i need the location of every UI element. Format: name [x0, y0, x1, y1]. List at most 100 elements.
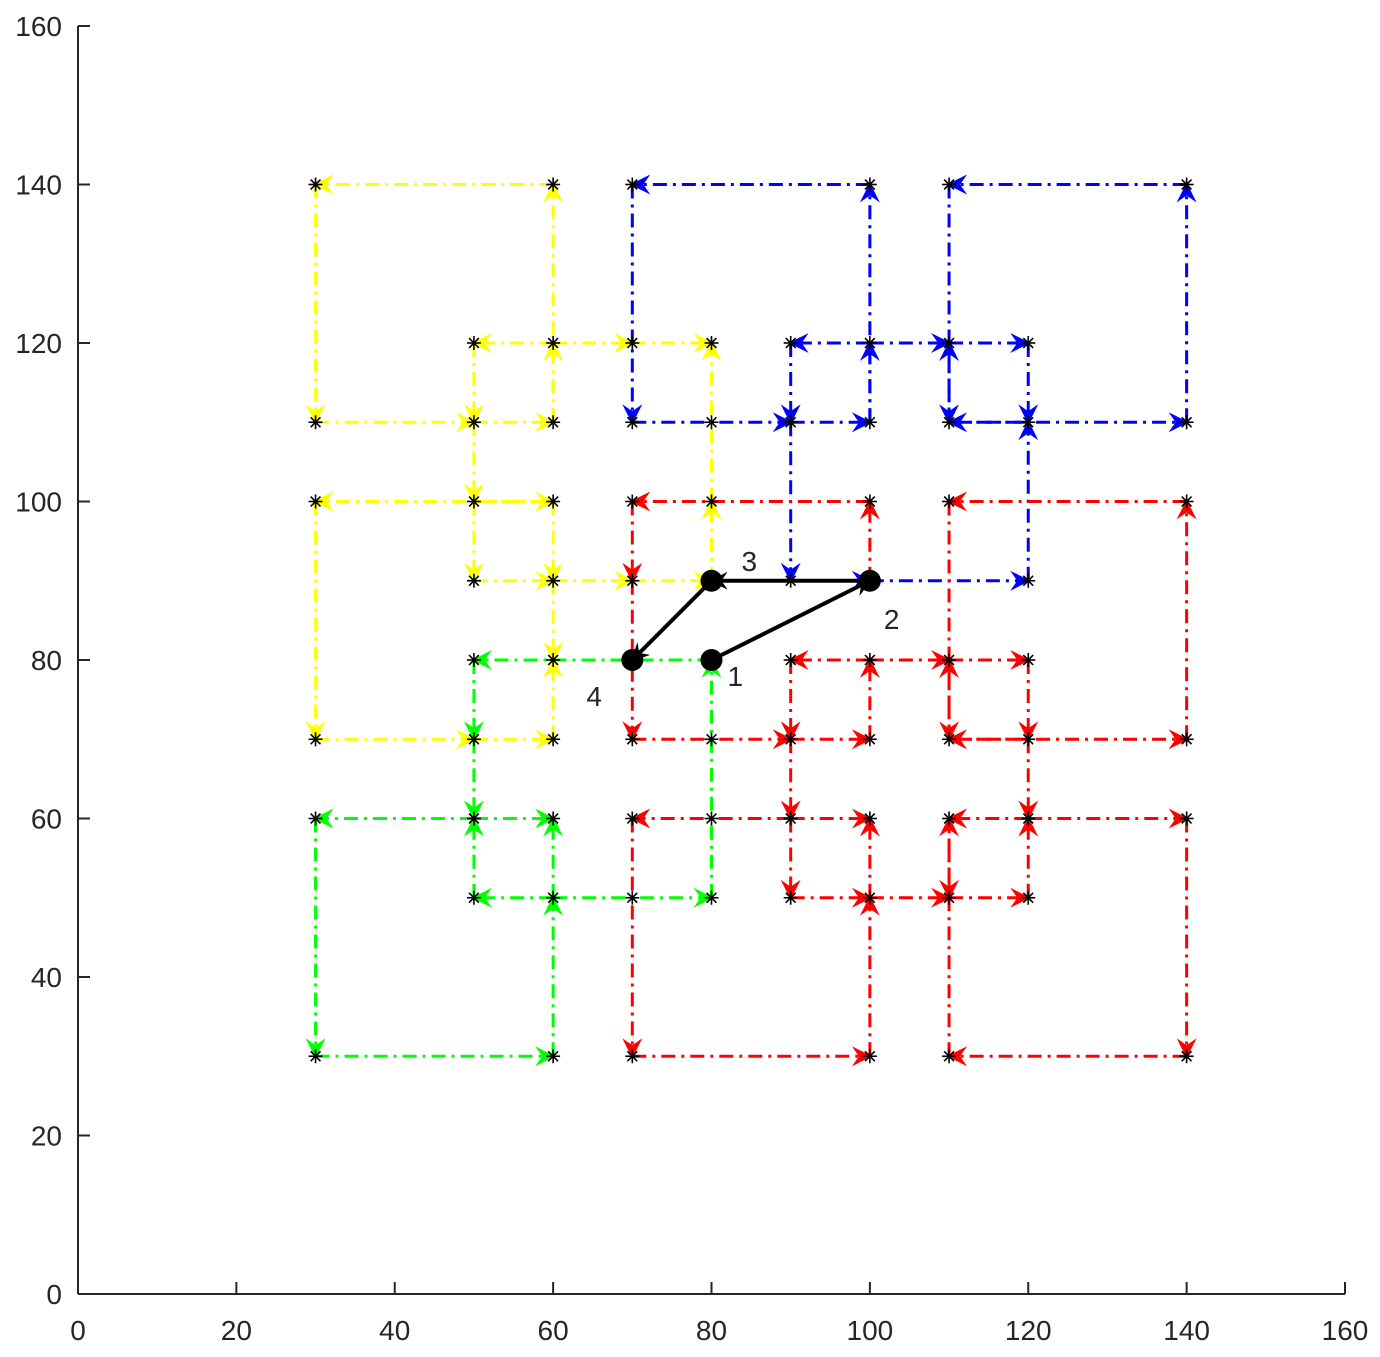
node-marker — [862, 336, 877, 350]
node-marker — [625, 890, 640, 905]
path-point — [700, 569, 723, 592]
node-marker — [942, 415, 957, 430]
node-marker — [466, 494, 481, 509]
node-marker — [308, 1049, 323, 1064]
node-marker — [466, 336, 481, 350]
node-marker — [466, 890, 481, 905]
node-marker — [466, 415, 481, 430]
node-marker — [546, 811, 561, 826]
y-tick-label: 40 — [31, 962, 62, 993]
node-marker — [625, 177, 640, 192]
node-marker — [308, 177, 323, 192]
node-marker — [546, 336, 561, 350]
node-marker — [546, 890, 561, 905]
y-tick-label: 160 — [15, 11, 62, 42]
node-marker — [546, 573, 561, 588]
x-tick-label: 140 — [1163, 1315, 1210, 1346]
node-marker — [704, 415, 719, 430]
node-marker — [704, 494, 719, 509]
path-segment — [710, 578, 872, 662]
y-tick-label: 120 — [15, 328, 62, 359]
path-point — [621, 649, 644, 671]
node-marker — [783, 732, 798, 747]
node-marker — [704, 732, 719, 747]
node-marker — [1021, 732, 1036, 747]
node-marker — [546, 415, 561, 430]
node-marker — [942, 653, 957, 667]
node-marker — [704, 336, 719, 350]
node-marker — [1179, 1049, 1194, 1064]
node-marker — [308, 732, 323, 747]
node-marker — [546, 732, 561, 747]
path-point-label: 2 — [884, 604, 900, 635]
y-tick-label: 20 — [31, 1121, 62, 1152]
y-tick-label: 140 — [15, 170, 62, 201]
node-marker — [1021, 653, 1036, 667]
node-marker — [862, 1049, 877, 1064]
path-segment — [630, 579, 713, 662]
path-point — [858, 569, 881, 592]
node-marker — [862, 494, 877, 509]
node-marker — [942, 1049, 957, 1064]
node-layer — [308, 177, 1194, 1064]
node-marker — [1021, 415, 1036, 430]
path-layer: 1 2 3 4 — [586, 546, 899, 712]
node-marker — [704, 890, 719, 905]
node-marker — [625, 1049, 640, 1064]
node-marker — [942, 890, 957, 905]
node-marker — [466, 573, 481, 588]
x-tick-label: 80 — [696, 1315, 727, 1346]
green-series — [305, 650, 722, 1067]
node-marker — [1021, 336, 1036, 350]
y-tick-label: 0 — [46, 1279, 62, 1310]
node-marker — [308, 415, 323, 430]
node-marker — [1179, 494, 1194, 509]
node-marker — [1179, 415, 1194, 430]
node-marker — [1021, 573, 1036, 588]
path-point-label: 4 — [586, 681, 602, 712]
blue-series — [622, 174, 1197, 591]
path-point-label: 3 — [742, 546, 758, 577]
path-point-label: 1 — [728, 661, 744, 692]
edge-layer — [305, 174, 1197, 1067]
node-marker — [308, 811, 323, 826]
axes: 0 20 40 60 80 100 120 140 160 0 20 40 60 80 100 120 140 1… — [15, 11, 1368, 1346]
x-tick-label: 0 — [70, 1315, 86, 1346]
node-marker — [1179, 811, 1194, 826]
node-marker — [466, 811, 481, 826]
x-tick-label: 120 — [1005, 1315, 1052, 1346]
node-marker — [1179, 177, 1194, 192]
node-marker — [783, 653, 798, 667]
y-tick-label: 100 — [15, 487, 62, 518]
x-tick-label: 100 — [847, 1315, 894, 1346]
node-marker — [862, 177, 877, 192]
node-marker — [783, 415, 798, 430]
node-marker — [704, 811, 719, 826]
node-marker — [783, 890, 798, 905]
node-marker — [942, 732, 957, 747]
node-marker — [783, 811, 798, 826]
node-marker — [862, 653, 877, 667]
node-marker — [862, 890, 877, 905]
y-tick-label: 60 — [31, 804, 62, 835]
node-marker — [862, 415, 877, 430]
node-marker — [862, 732, 877, 747]
red-series — [622, 491, 1197, 1067]
x-tick-label: 20 — [221, 1315, 252, 1346]
node-marker — [942, 811, 957, 826]
x-tick-label: 40 — [379, 1315, 410, 1346]
node-marker — [625, 415, 640, 430]
node-marker — [308, 494, 323, 509]
node-marker — [466, 653, 481, 667]
node-marker — [625, 336, 640, 350]
node-marker — [1021, 811, 1036, 826]
yellow-series — [305, 174, 722, 750]
path-point — [700, 649, 723, 671]
node-marker — [783, 336, 798, 350]
x-tick-label: 160 — [1322, 1315, 1369, 1346]
node-marker — [546, 494, 561, 509]
node-marker — [942, 336, 957, 350]
node-marker — [625, 494, 640, 509]
node-marker — [625, 573, 640, 588]
